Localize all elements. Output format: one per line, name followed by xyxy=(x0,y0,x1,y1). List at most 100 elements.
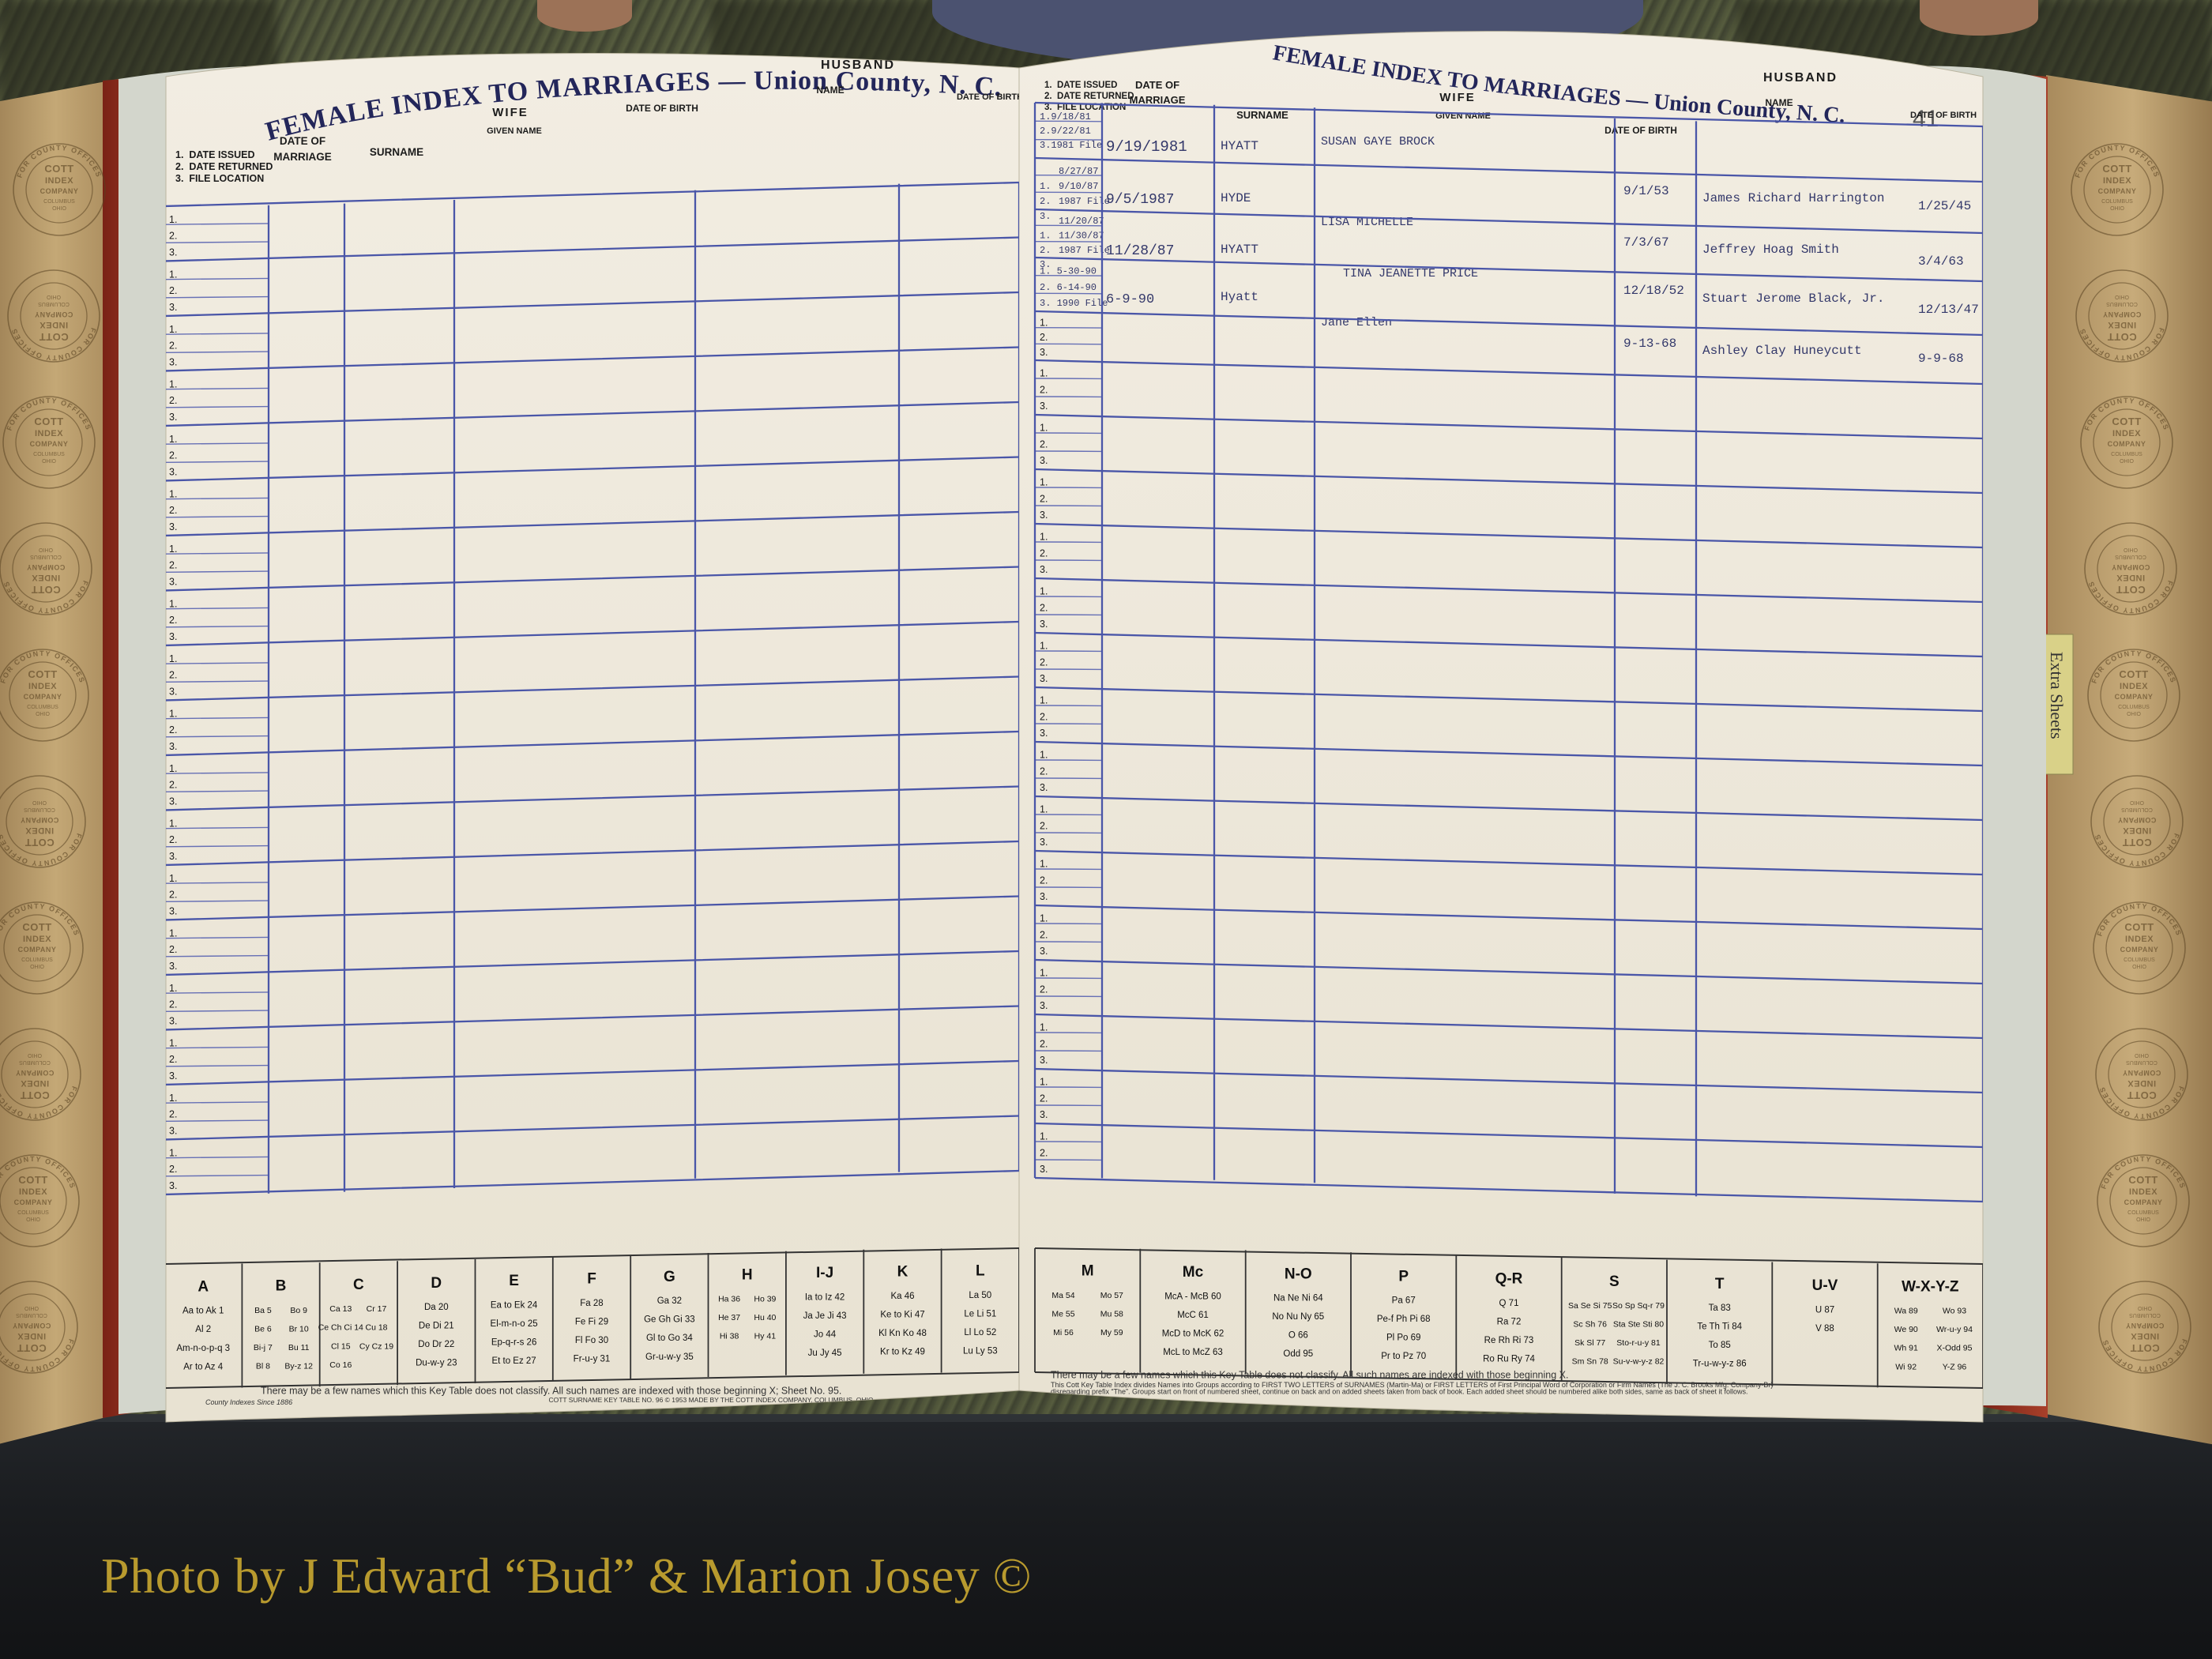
svg-text:SURNAME: SURNAME xyxy=(370,146,423,158)
svg-text:1.: 1. xyxy=(169,324,177,335)
svg-text:2.: 2. xyxy=(169,285,177,296)
svg-text:By-z 12: By-z 12 xyxy=(284,1361,313,1371)
svg-text:Mu 58: Mu 58 xyxy=(1100,1310,1123,1319)
svg-text:DATE OF BIRTH: DATE OF BIRTH xyxy=(626,103,698,114)
svg-text:WIFE: WIFE xyxy=(492,106,529,119)
svg-text:1.: 1. xyxy=(169,708,177,719)
svg-text:Ta 83: Ta 83 xyxy=(1709,1304,1731,1313)
svg-text:1.: 1. xyxy=(1040,859,1048,870)
svg-text:Ca 13: Ca 13 xyxy=(329,1304,352,1314)
svg-text:Sc Sh 76: Sc Sh 76 xyxy=(1573,1320,1607,1330)
svg-text:C: C xyxy=(353,1277,364,1293)
svg-text:S: S xyxy=(1609,1273,1620,1290)
svg-text:Cr 17: Cr 17 xyxy=(367,1304,387,1314)
svg-text:3. FILE LOCATION: 3. FILE LOCATION xyxy=(175,173,264,184)
svg-text:Wh 91: Wh 91 xyxy=(1894,1344,1919,1353)
svg-text:3.: 3. xyxy=(169,796,177,807)
svg-text:1.: 1. xyxy=(1040,423,1048,434)
svg-text:H: H xyxy=(742,1266,753,1283)
svg-text:9/1/53: 9/1/53 xyxy=(1623,184,1669,198)
svg-text:HYATT: HYATT xyxy=(1221,243,1258,257)
svg-text:Tr-u-w-y-z 86: Tr-u-w-y-z 86 xyxy=(1693,1360,1747,1369)
svg-text:Wi 92: Wi 92 xyxy=(1895,1362,1917,1371)
svg-text:Q 71: Q 71 xyxy=(1499,1299,1519,1308)
svg-text:2.: 2. xyxy=(169,724,177,735)
svg-text:Cy Cz 19: Cy Cz 19 xyxy=(359,1341,393,1351)
svg-text:Me 55: Me 55 xyxy=(1051,1310,1074,1319)
svg-text:3.: 3. xyxy=(1040,401,1048,412)
svg-text:3.: 3. xyxy=(1040,1000,1048,1011)
svg-text:2.: 2. xyxy=(1040,1093,1048,1104)
svg-text:G: G xyxy=(664,1269,675,1285)
svg-text:Stuart Jerome Black, Jr.: Stuart Jerome Black, Jr. xyxy=(1702,292,1884,306)
svg-text:Bi-j 7: Bi-j 7 xyxy=(254,1343,273,1352)
svg-text:2.: 2. xyxy=(1040,820,1048,831)
svg-text:1.: 1. xyxy=(1040,532,1048,543)
svg-text:2.: 2. xyxy=(169,1164,177,1175)
svg-text:3.: 3. xyxy=(1040,782,1048,793)
svg-text:2.: 2. xyxy=(169,890,177,901)
svg-text:1.: 1. xyxy=(169,378,177,389)
svg-text:1.: 1. xyxy=(1040,1077,1048,1088)
svg-text:He 37: He 37 xyxy=(718,1313,740,1322)
svg-text:SURNAME: SURNAME xyxy=(1236,109,1288,121)
svg-text:GIVEN NAME: GIVEN NAME xyxy=(487,126,542,136)
svg-text:2. DATE RETURNED: 2. DATE RETURNED xyxy=(175,161,273,172)
svg-text:Jo 44: Jo 44 xyxy=(814,1330,837,1340)
svg-text:To 85: To 85 xyxy=(1709,1341,1731,1350)
svg-text:Q-R: Q-R xyxy=(1495,1271,1523,1288)
svg-text:3.: 3. xyxy=(169,412,177,423)
svg-text:K: K xyxy=(897,1264,908,1281)
svg-text:2.: 2. xyxy=(1040,245,1051,256)
svg-text:Sta Ste Sti 80: Sta Ste Sti 80 xyxy=(1613,1320,1664,1330)
svg-text:Bu 11: Bu 11 xyxy=(288,1343,310,1352)
svg-text:A: A xyxy=(198,1278,209,1295)
svg-text:Pr to Pz 70: Pr to Pz 70 xyxy=(1381,1352,1426,1361)
svg-text:3.1981 File: 3.1981 File xyxy=(1040,140,1102,151)
svg-text:Sk Sl 77: Sk Sl 77 xyxy=(1574,1338,1605,1348)
svg-text:SUSAN GAYE BROCK: SUSAN GAYE BROCK xyxy=(1321,135,1435,149)
svg-text:2.: 2. xyxy=(1040,766,1048,777)
svg-text:N-O: N-O xyxy=(1285,1266,1312,1282)
svg-text:E: E xyxy=(509,1273,519,1289)
svg-text:1. DATE ISSUED: 1. DATE ISSUED xyxy=(175,149,254,160)
svg-text:I-J: I-J xyxy=(816,1265,833,1281)
svg-text:1.: 1. xyxy=(169,927,177,939)
svg-text:3.: 3. xyxy=(169,961,177,972)
svg-text:1.: 1. xyxy=(169,818,177,829)
svg-text:Mi 56: Mi 56 xyxy=(1053,1328,1074,1337)
svg-text:1.: 1. xyxy=(169,763,177,774)
svg-text:Hi 38: Hi 38 xyxy=(720,1332,739,1341)
svg-text:3.: 3. xyxy=(1040,211,1051,222)
svg-text:Ra 72: Ra 72 xyxy=(1497,1317,1522,1326)
svg-text:Jeffrey Hoag Smith: Jeffrey Hoag Smith xyxy=(1702,243,1839,257)
svg-text:El-m-n-o 25: El-m-n-o 25 xyxy=(491,1319,538,1329)
svg-text:12/18/52: 12/18/52 xyxy=(1623,284,1684,298)
svg-text:L: L xyxy=(976,1263,985,1280)
svg-text:Bl 8: Bl 8 xyxy=(256,1361,270,1371)
svg-text:There may be a few names which: There may be a few names which this Key … xyxy=(1051,1370,1568,1381)
svg-text:Extra Sheets: Extra Sheets xyxy=(2047,652,2067,739)
svg-text:2.: 2. xyxy=(1040,929,1048,940)
svg-text:Ba 5: Ba 5 xyxy=(254,1306,272,1315)
svg-text:3.: 3. xyxy=(1040,891,1048,902)
svg-text:MARRIAGE: MARRIAGE xyxy=(273,151,332,163)
svg-text:V 88: V 88 xyxy=(1815,1324,1834,1334)
svg-text:We 90: We 90 xyxy=(1894,1325,1918,1334)
svg-text:1.: 1. xyxy=(1040,750,1048,761)
svg-text:Ro Ru Ry 74: Ro Ru Ry 74 xyxy=(1483,1355,1535,1364)
svg-text:Le Li 51: Le Li 51 xyxy=(964,1310,996,1319)
svg-text:3.: 3. xyxy=(169,1070,177,1082)
svg-text:Co 16: Co 16 xyxy=(329,1360,352,1370)
svg-text:1.: 1. xyxy=(1040,318,1048,329)
svg-text:Ashley Clay Huneycutt: Ashley Clay Huneycutt xyxy=(1702,344,1862,358)
svg-text:1.: 1. xyxy=(169,1093,177,1104)
svg-text:No Nu Ny 65: No Nu Ny 65 xyxy=(1272,1312,1324,1322)
svg-text:2.: 2. xyxy=(1040,332,1048,343)
svg-text:disregarding prefix “The”. Gr: disregarding prefix “The”. Groups start … xyxy=(1051,1387,1748,1395)
svg-text:3.: 3. xyxy=(1040,347,1048,358)
svg-text:3.: 3. xyxy=(1040,728,1048,739)
svg-text:1.: 1. xyxy=(1040,913,1048,924)
svg-text:Cl 15: Cl 15 xyxy=(331,1341,351,1351)
svg-text:WIFE: WIFE xyxy=(1439,91,1476,104)
